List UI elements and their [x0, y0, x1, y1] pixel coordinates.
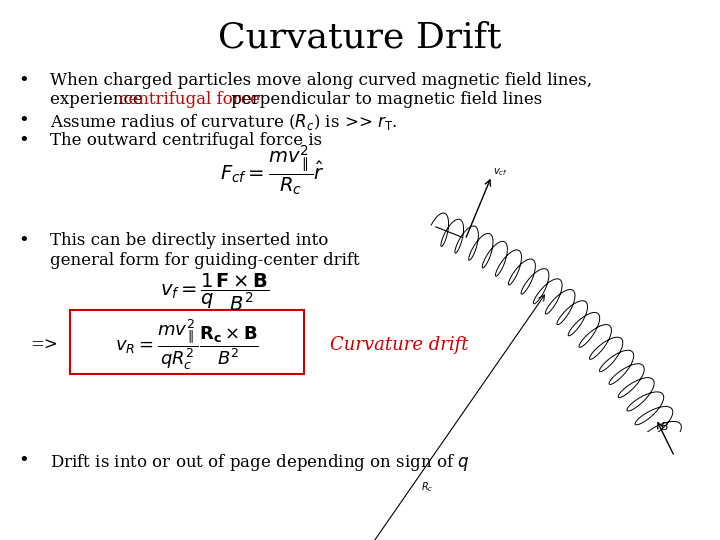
Text: When charged particles move along curved magnetic field lines,: When charged particles move along curved… [50, 72, 592, 89]
Text: $R_c$: $R_c$ [421, 480, 433, 494]
Text: •: • [18, 452, 29, 470]
Text: =>: => [30, 336, 58, 354]
Text: •: • [18, 132, 29, 150]
Text: Curvature Drift: Curvature Drift [218, 20, 502, 54]
Text: $B$: $B$ [660, 421, 668, 433]
Text: general form for guiding-center drift: general form for guiding-center drift [50, 252, 359, 269]
Text: Drift is into or out of page depending on sign of $q$: Drift is into or out of page depending o… [50, 452, 469, 473]
Text: •: • [18, 72, 29, 90]
Text: The outward centrifugal force is: The outward centrifugal force is [50, 132, 322, 149]
Text: $v_f = \dfrac{1}{q}\dfrac{\mathbf{F}\times\mathbf{B}}{B^2}$: $v_f = \dfrac{1}{q}\dfrac{\mathbf{F}\tim… [160, 271, 270, 313]
Text: $F_{cf} = \dfrac{mv_{\parallel}^{2}}{R_c}\hat{r}$: $F_{cf} = \dfrac{mv_{\parallel}^{2}}{R_c… [220, 143, 325, 197]
Text: Curvature drift: Curvature drift [330, 336, 469, 354]
Text: •: • [18, 232, 29, 250]
Text: experience: experience [50, 91, 148, 108]
Text: This can be directly inserted into: This can be directly inserted into [50, 232, 328, 249]
Text: perpendicular to magnetic field lines: perpendicular to magnetic field lines [226, 91, 543, 108]
Text: •: • [18, 112, 29, 130]
Text: centrifugal force: centrifugal force [120, 91, 261, 108]
Text: Assume radius of curvature ($R_c$) is >> $r_{\rm T}$.: Assume radius of curvature ($R_c$) is >>… [50, 112, 397, 132]
Text: $v_R = \dfrac{mv_{\parallel}^{2}}{qR_c^{2}}\dfrac{\mathbf{R_c}\times\mathbf{B}}{: $v_R = \dfrac{mv_{\parallel}^{2}}{qR_c^{… [115, 318, 259, 373]
Text: $v_{cf}$: $v_{cf}$ [493, 166, 508, 178]
